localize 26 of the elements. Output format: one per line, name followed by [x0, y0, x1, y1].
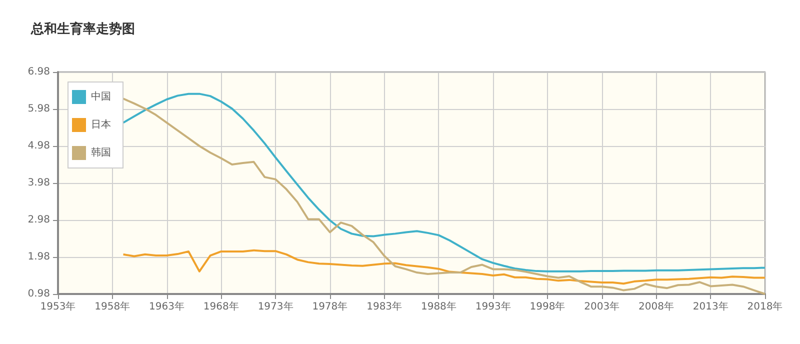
x-tick-label: 1998年 [530, 300, 566, 312]
x-tick-label: 1968年 [203, 300, 239, 312]
x-tick-label: 2003年 [584, 300, 620, 312]
x-tick-label: 2008年 [638, 300, 674, 312]
y-tick-label: 6.98 [28, 66, 50, 78]
y-tick-label: 1.98 [28, 252, 50, 262]
x-tick-label: 1978年 [312, 300, 348, 312]
x-tick-label: 1953年 [40, 300, 76, 312]
chart-title: 总和生育率走势图 [30, 21, 135, 37]
legend-label: 日本 [91, 118, 111, 130]
x-tick-label: 1983年 [366, 300, 402, 312]
x-tick-label: 1963年 [149, 300, 184, 312]
legend-label: 中国 [91, 90, 111, 102]
x-tick-label: 1988年 [420, 300, 456, 312]
y-tick-label: 3.98 [28, 178, 50, 188]
y-tick-label: 4.98 [28, 140, 50, 152]
x-tick-label: 1958年 [94, 300, 130, 312]
x-tick-label: 2013年 [692, 300, 728, 312]
y-tick-label: 5.98 [28, 104, 50, 114]
x-tick-label: 1993年 [475, 300, 511, 312]
y-tick-label: 2.98 [28, 214, 50, 226]
line-series [122, 249, 766, 285]
x-tick-label: 1973年 [258, 300, 294, 312]
y-tick-label: 0.98 [28, 288, 50, 300]
legend-label: 韩国 [91, 146, 111, 158]
x-tick-label: 2018年 [747, 300, 783, 312]
